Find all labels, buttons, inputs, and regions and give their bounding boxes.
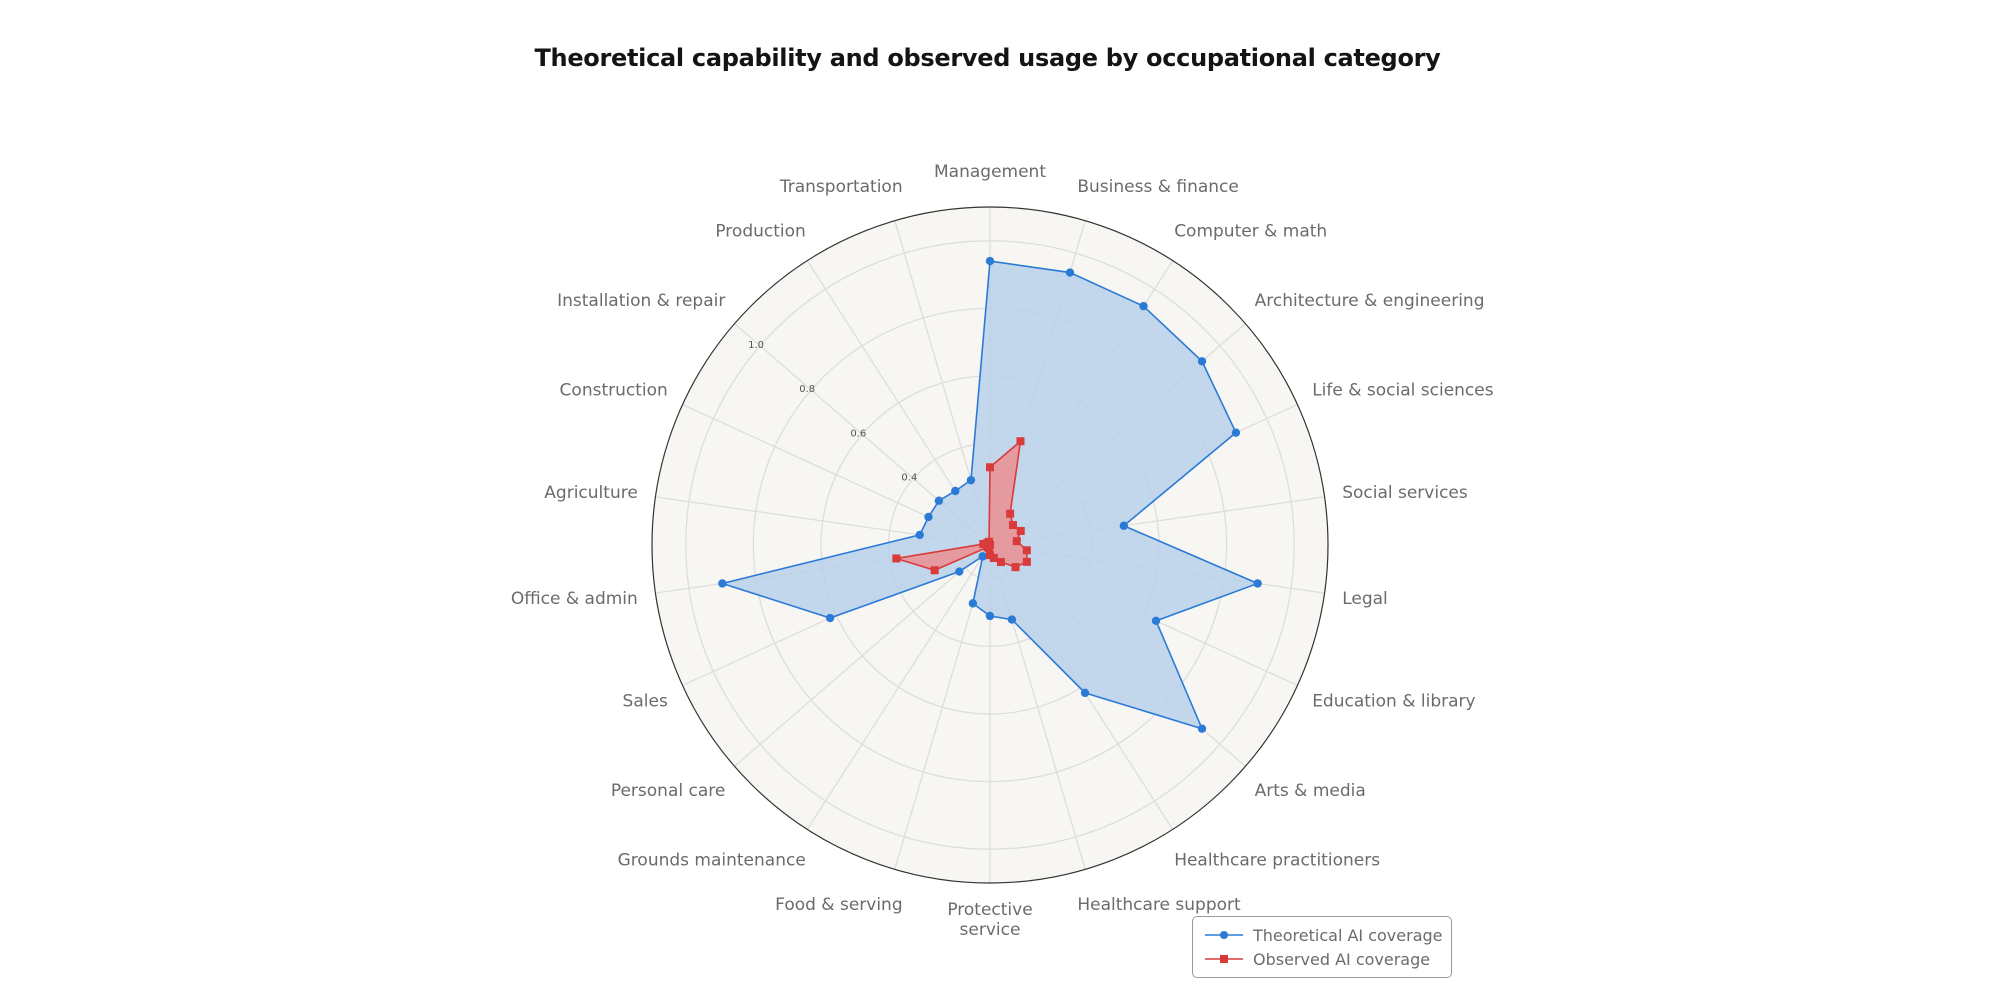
legend-swatch-observed bbox=[1205, 955, 1243, 963]
data-point-theoretical bbox=[1151, 616, 1161, 626]
category-label: Sales bbox=[623, 691, 668, 711]
grid-spoke bbox=[806, 544, 991, 830]
chart-title: Theoretical capability and observed usag… bbox=[534, 44, 1441, 72]
data-point-theoretical bbox=[934, 496, 944, 505]
data-point-theoretical bbox=[985, 256, 995, 266]
category-label: Arts & media bbox=[1255, 781, 1366, 801]
data-point-observed bbox=[1008, 521, 1017, 530]
data-point-observed bbox=[1016, 526, 1025, 535]
data-point-theoretical bbox=[915, 530, 924, 540]
category-label: Computer & math bbox=[1174, 221, 1327, 241]
data-point-observed bbox=[1016, 437, 1025, 446]
data-point-theoretical bbox=[955, 567, 964, 576]
data-point-observed bbox=[996, 558, 1005, 567]
data-point-observed bbox=[986, 463, 994, 472]
grid-spoke bbox=[734, 544, 991, 767]
data-point-theoretical bbox=[951, 486, 960, 496]
data-point-theoretical bbox=[1253, 579, 1262, 588]
category-label: Transportation bbox=[779, 177, 903, 197]
legend-label-theoretical: Theoretical AI coverage bbox=[1253, 925, 1443, 945]
data-point-observed bbox=[986, 551, 994, 560]
legend-label-observed: Observed AI coverage bbox=[1253, 949, 1431, 969]
data-point-theoretical bbox=[718, 579, 727, 588]
data-point-observed bbox=[1022, 546, 1031, 555]
outer-frame bbox=[651, 206, 1329, 884]
category-label: Legal bbox=[1342, 589, 1388, 609]
data-point-theoretical bbox=[978, 552, 987, 561]
data-point-theoretical bbox=[968, 599, 978, 608]
category-label: Architecture & engineering bbox=[1255, 291, 1485, 311]
data-point-observed bbox=[1022, 557, 1031, 566]
legend-item-theoretical: Theoretical AI coverage bbox=[1193, 924, 1443, 946]
data-point-theoretical bbox=[966, 475, 976, 485]
data-point-theoretical bbox=[1065, 268, 1075, 277]
category-label: Healthcare practitioners bbox=[1174, 851, 1380, 871]
data-point-theoretical bbox=[1119, 521, 1129, 530]
data-point-theoretical bbox=[1197, 724, 1207, 733]
data-point-theoretical bbox=[985, 611, 995, 621]
radial-tick-label: 0.6 bbox=[850, 428, 866, 439]
radial-tick-label: 1.0 bbox=[748, 340, 764, 351]
data-point-theoretical bbox=[1007, 615, 1017, 624]
category-label: Production bbox=[715, 221, 805, 241]
data-point-observed bbox=[1012, 537, 1021, 546]
data-point-observed bbox=[892, 554, 901, 563]
data-point-observed bbox=[930, 566, 939, 575]
data-point-theoretical bbox=[1197, 357, 1207, 366]
category-label: Protecti​ve service bbox=[947, 900, 1032, 940]
category-label: Office & admin bbox=[511, 589, 638, 609]
legend-swatch-theoretical bbox=[1205, 931, 1243, 939]
data-point-observed bbox=[1011, 563, 1020, 572]
radial-tick-label: 0.8 bbox=[799, 384, 815, 395]
category-label: Management bbox=[934, 162, 1046, 182]
category-label: Healthcare support bbox=[1077, 895, 1241, 915]
legend: Theoretical AI coverage Observed AI cove… bbox=[1192, 916, 1452, 978]
data-point-theoretical bbox=[1080, 688, 1090, 698]
category-label: Construction bbox=[560, 381, 668, 401]
data-point-theoretical bbox=[1139, 301, 1148, 311]
category-label: Installation & repair bbox=[557, 291, 725, 311]
category-label: Agriculture bbox=[544, 483, 638, 503]
data-point-theoretical bbox=[1231, 428, 1241, 437]
category-label: Business & finance bbox=[1077, 177, 1239, 197]
legend-item-observed: Observed AI coverage bbox=[1193, 948, 1430, 970]
category-label: Social services bbox=[1342, 483, 1468, 503]
data-point-observed bbox=[1006, 509, 1015, 518]
category-label: Education & library bbox=[1312, 691, 1475, 711]
category-label: Grounds maintenance bbox=[618, 851, 806, 871]
data-point-observed bbox=[985, 537, 994, 546]
data-point-theoretical bbox=[924, 512, 933, 522]
category-label: Personal care bbox=[611, 781, 726, 801]
category-label: Food & serving bbox=[775, 895, 902, 915]
category-label: Life & social sciences bbox=[1312, 381, 1494, 401]
radial-tick-label: 0.4 bbox=[901, 473, 917, 484]
data-point-theoretical bbox=[825, 613, 835, 623]
